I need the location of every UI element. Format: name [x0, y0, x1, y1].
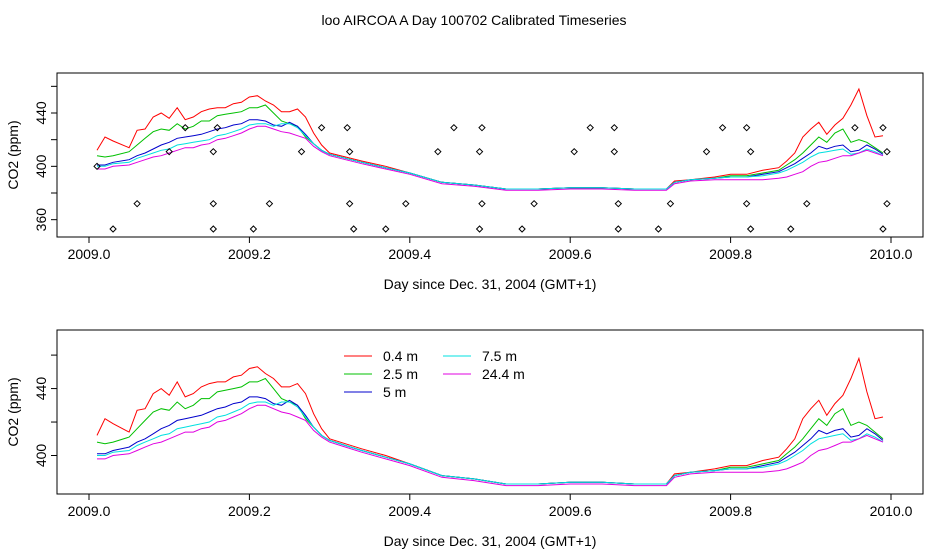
- top-marker-point: [879, 123, 887, 132]
- top-series-2-5-m: [96, 104, 884, 190]
- bottom-x-tick-label: 2009.8: [709, 503, 752, 519]
- bottom-plot-frame: [56, 329, 924, 495]
- legend-label: 7.5 m: [482, 348, 517, 364]
- bottom-series-7-5-m: [97, 401, 884, 485]
- bottom-series-5-m: [97, 396, 884, 485]
- legend-label: 2.5 m: [383, 366, 418, 382]
- top-marker-point: [478, 123, 486, 132]
- top-x-tick-label: 2009.6: [549, 246, 592, 262]
- top-x-tick-label: 2010.0: [870, 246, 913, 262]
- top-marker-point: [718, 123, 727, 132]
- top-series-5-m: [97, 119, 884, 190]
- top-y-tick-label: 360: [33, 208, 49, 232]
- top-marker-point: [345, 147, 354, 156]
- bottom-series-24-4-m: [97, 404, 884, 487]
- top-x-tick-label: 2009.2: [228, 246, 271, 262]
- top-marker-point: [614, 199, 623, 208]
- top-x-axis-label: Day since Dec. 31, 2004 (GMT+1): [384, 276, 597, 292]
- top-marker-point: [475, 147, 484, 156]
- top-marker-point: [345, 199, 354, 208]
- bottom-x-tick-label: 2010.0: [870, 503, 913, 519]
- top-marker-point: [787, 225, 795, 233]
- top-marker-point: [181, 123, 189, 132]
- top-marker-point: [746, 147, 755, 156]
- top-series-7-5-m: [97, 123, 884, 190]
- bottom-x-tick-label: 2009.4: [388, 503, 431, 519]
- bottom-y-tick-label: 440: [33, 377, 49, 401]
- top-marker-point: [702, 147, 711, 156]
- bottom-x-tick-label: 2009.2: [228, 503, 271, 519]
- top-marker-point: [883, 199, 891, 208]
- top-marker-point: [93, 162, 101, 171]
- legend-label: 5 m: [383, 384, 406, 400]
- top-marker-point: [586, 123, 594, 132]
- top-marker-point: [434, 147, 442, 156]
- top-marker-point: [610, 147, 619, 156]
- top-y-axis-label: CO2 (ppm): [5, 120, 21, 189]
- top-marker-point: [265, 199, 274, 208]
- bottom-x-tick-label: 2009.6: [549, 503, 592, 519]
- top-plot-frame: [56, 72, 924, 238]
- top-marker-point: [883, 147, 891, 156]
- top-marker-point: [879, 225, 887, 233]
- bottom-series-2-5-m: [96, 377, 884, 485]
- top-x-tick-label: 2009.8: [709, 246, 752, 262]
- top-x-tick-label: 2009.0: [68, 246, 111, 262]
- legend-label: 24.4 m: [482, 366, 525, 382]
- bottom-series-0-4-m: [96, 356, 884, 485]
- top-marker-point: [382, 225, 390, 233]
- top-x-tick-label: 2009.4: [388, 246, 431, 262]
- top-marker-point: [742, 199, 751, 208]
- bottom-y-axis-label: CO2 (ppm): [5, 377, 21, 446]
- top-marker-point: [213, 123, 222, 132]
- top-marker-point: [209, 225, 218, 233]
- top-panel: 2009.0 2009.2 2009.4 2009.6 2009.8 2010.0 360 4…: [5, 72, 924, 292]
- top-marker-point: [209, 199, 218, 208]
- top-marker-point: [478, 199, 486, 208]
- bottom-x-axis-label: Day since Dec. 31, 2004 (GMT+1): [384, 533, 597, 549]
- top-marker-point: [343, 123, 351, 132]
- top-marker-point: [610, 123, 619, 132]
- bottom-y-tick-label: 400: [33, 444, 49, 468]
- top-y-tick-label: 400: [33, 154, 49, 178]
- top-marker-point: [165, 147, 173, 156]
- top-marker-point: [133, 199, 141, 208]
- top-marker-point: [570, 147, 578, 156]
- top-series-24-4-m: [97, 125, 884, 191]
- top-series-0-4-m: [96, 87, 884, 190]
- chart-title: loo AIRCOA A Day 100702 Calibrated Times…: [321, 12, 626, 28]
- top-marker-point: [654, 225, 663, 233]
- top-marker-point: [475, 225, 484, 233]
- top-marker-point: [530, 199, 538, 208]
- legend-label: 0.4 m: [383, 348, 418, 364]
- bottom-panel: 2009.0 2009.2 2009.4 2009.6 2009.8 2010.0 400 4…: [5, 329, 924, 549]
- top-marker-point: [518, 225, 526, 233]
- bottom-x-tick-label: 2009.0: [68, 503, 111, 519]
- top-marker-point: [614, 225, 623, 233]
- top-marker-point: [746, 225, 755, 233]
- top-marker-point: [209, 147, 218, 156]
- top-marker-point: [742, 123, 751, 132]
- top-marker-point: [109, 225, 117, 233]
- legend: 0.4 m 2.5 m 5 m 7.5 m 24.4 m: [344, 348, 525, 400]
- top-marker-point: [297, 147, 306, 156]
- top-marker-point: [249, 225, 258, 233]
- top-marker-point: [317, 123, 326, 132]
- top-marker-point: [666, 199, 675, 208]
- top-marker-point: [450, 123, 458, 132]
- top-marker-point: [349, 225, 358, 233]
- top-y-tick-label: 440: [33, 101, 49, 125]
- top-marker-point: [402, 199, 410, 208]
- top-marker-point: [803, 199, 811, 208]
- top-marker-point: [851, 123, 859, 132]
